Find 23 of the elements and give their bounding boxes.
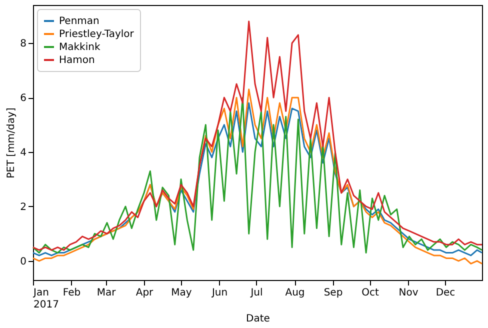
legend-label: Makkink xyxy=(59,42,100,53)
x-tick-label: May xyxy=(171,288,192,298)
y-tick-label: 4 xyxy=(20,148,26,159)
x-tick-label: Oct xyxy=(362,288,379,298)
y-axis-title: PET [mm/day] xyxy=(6,108,18,178)
x-axis-title: Date xyxy=(246,314,270,324)
x-tick-label: Nov xyxy=(398,288,418,298)
legend-label: Penman xyxy=(59,16,100,27)
x-tick-label: Dec xyxy=(436,288,456,298)
y-tick-label: 2 xyxy=(20,202,26,213)
legend-label: Priestley-Taylor xyxy=(59,29,135,40)
y-tick-label: 6 xyxy=(20,93,26,104)
x-tick-label: Aug xyxy=(285,288,305,298)
x-tick-label: Mar xyxy=(96,288,117,298)
x-tick-label: Feb xyxy=(62,288,81,298)
x-tick-label: Jul xyxy=(250,288,263,298)
x-tick-label: Jan 2017 xyxy=(32,288,59,310)
x-tick-label: Jun xyxy=(210,288,228,298)
y-tick-label: 8 xyxy=(20,38,26,50)
legend-label: Hamon xyxy=(59,55,95,66)
y-tick-label: 0 xyxy=(20,256,26,268)
x-tick-label: Sep xyxy=(324,288,343,298)
x-tick-label: Apr xyxy=(136,288,154,298)
